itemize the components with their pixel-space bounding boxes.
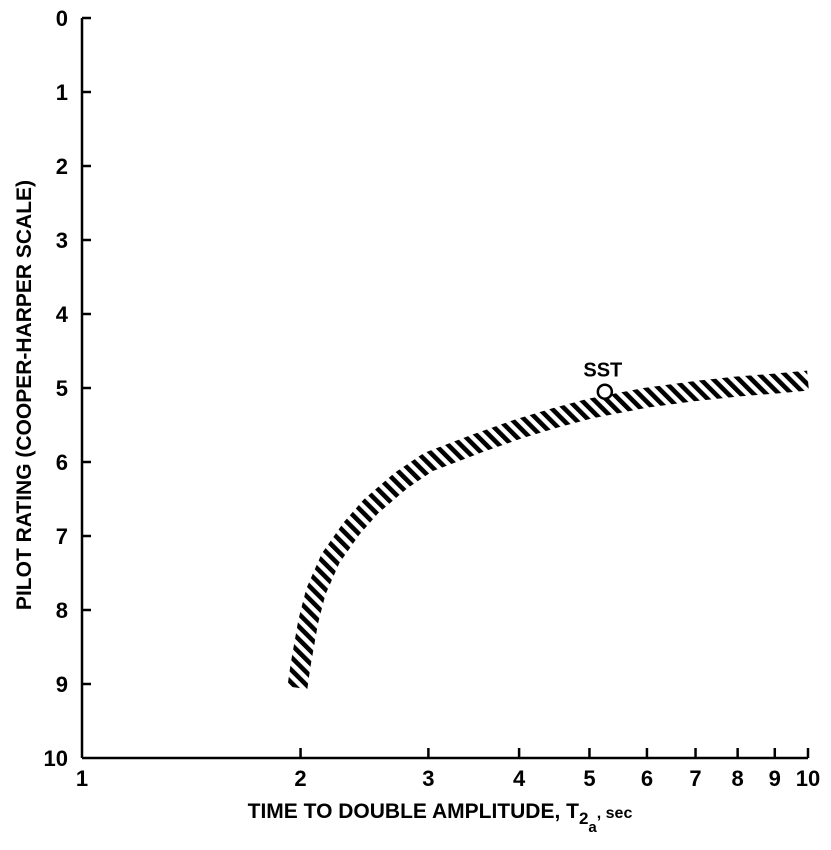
x-tick-label: 5 (583, 766, 595, 791)
x-axis-label-sub-sub: a (588, 819, 597, 836)
band-layer (287, 370, 809, 690)
sst-label: SST (583, 360, 622, 382)
x-axis-label-main: TIME TO DOUBLE AMPLITUDE, T (248, 800, 579, 823)
annotation-layer: SST (583, 360, 622, 400)
y-tick-label: 7 (56, 524, 68, 549)
x-tick-label: 3 (422, 766, 434, 791)
x-tick-label: 2 (294, 766, 306, 791)
x-tick-label: 1 (76, 766, 88, 791)
y-tick-label: 8 (56, 598, 68, 623)
x-axis-label: TIME TO DOUBLE AMPLITUDE, T2a, sec (248, 800, 633, 836)
sst-marker (596, 383, 614, 400)
hatched-band (287, 370, 809, 690)
y-tick-label: 2 (56, 154, 68, 179)
x-tick-label: 7 (689, 766, 701, 791)
x-tick-label: 6 (641, 766, 653, 791)
y-tick-label: 3 (56, 228, 68, 253)
y-tick-label: 5 (56, 376, 68, 401)
y-tick-label: 9 (56, 672, 68, 697)
x-tick-label: 9 (769, 766, 781, 791)
x-tick-label: 8 (732, 766, 744, 791)
y-tick-label: 6 (56, 450, 68, 475)
y-tick-label: 0 (56, 6, 68, 31)
axis-labels-layer: TIME TO DOUBLE AMPLITUDE, T2a, sec PILOT… (13, 180, 632, 836)
x-axis-label-sub-main: 2 (579, 809, 588, 828)
x-tick-label: 10 (796, 766, 820, 791)
y-tick-label: 10 (44, 746, 68, 771)
x-axis-label-unit: , sec (597, 805, 633, 822)
y-axis-label: PILOT RATING (COOPER-HARPER SCALE) (13, 180, 36, 610)
y-tick-label: 1 (56, 80, 68, 105)
x-tick-label: 4 (513, 766, 526, 791)
y-tick-label: 4 (56, 302, 69, 327)
